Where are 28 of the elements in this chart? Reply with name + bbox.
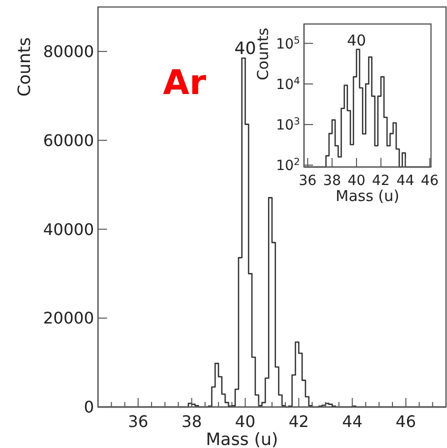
x-tick-label: 42 — [372, 173, 390, 189]
annotation: 40 — [346, 31, 366, 50]
y-tick-label: 60000 — [43, 130, 94, 150]
x-tick-label: 36 — [128, 412, 148, 431]
x-axis-title: Mass (u) — [206, 430, 278, 448]
y-tick-label: 20000 — [43, 308, 94, 328]
x-axis-title: Mass (u) — [336, 187, 400, 205]
x-tick-label: 38 — [182, 412, 202, 431]
x-tick-label: 38 — [323, 173, 341, 189]
y-axis-title: Counts — [254, 28, 272, 80]
x-tick-label: 36 — [298, 173, 317, 189]
x-tick-label: 46 — [396, 412, 416, 431]
y-tick-label: 10$^{3}$ — [276, 116, 300, 134]
y-tick-label: 10$^{4}$ — [276, 75, 300, 93]
y-tick-label: 10$^{5}$ — [276, 34, 300, 52]
x-tick-label: 42 — [288, 412, 309, 431]
y-axis-title: Counts — [15, 37, 35, 97]
y-tick-label: 80000 — [43, 42, 94, 62]
x-tick-label: 46 — [420, 173, 439, 189]
y-tick-label: 10$^{2}$ — [276, 156, 300, 174]
annotation: 40 — [234, 39, 256, 60]
x-tick-label: 44 — [396, 173, 414, 189]
annotation: Ar — [163, 63, 206, 103]
y-tick-label: 40000 — [43, 220, 94, 239]
x-tick-label: 40 — [348, 173, 366, 189]
y-tick-label: 0 — [84, 398, 94, 417]
x-tick-label: 44 — [342, 412, 362, 431]
x-tick-label: 40 — [235, 412, 256, 431]
